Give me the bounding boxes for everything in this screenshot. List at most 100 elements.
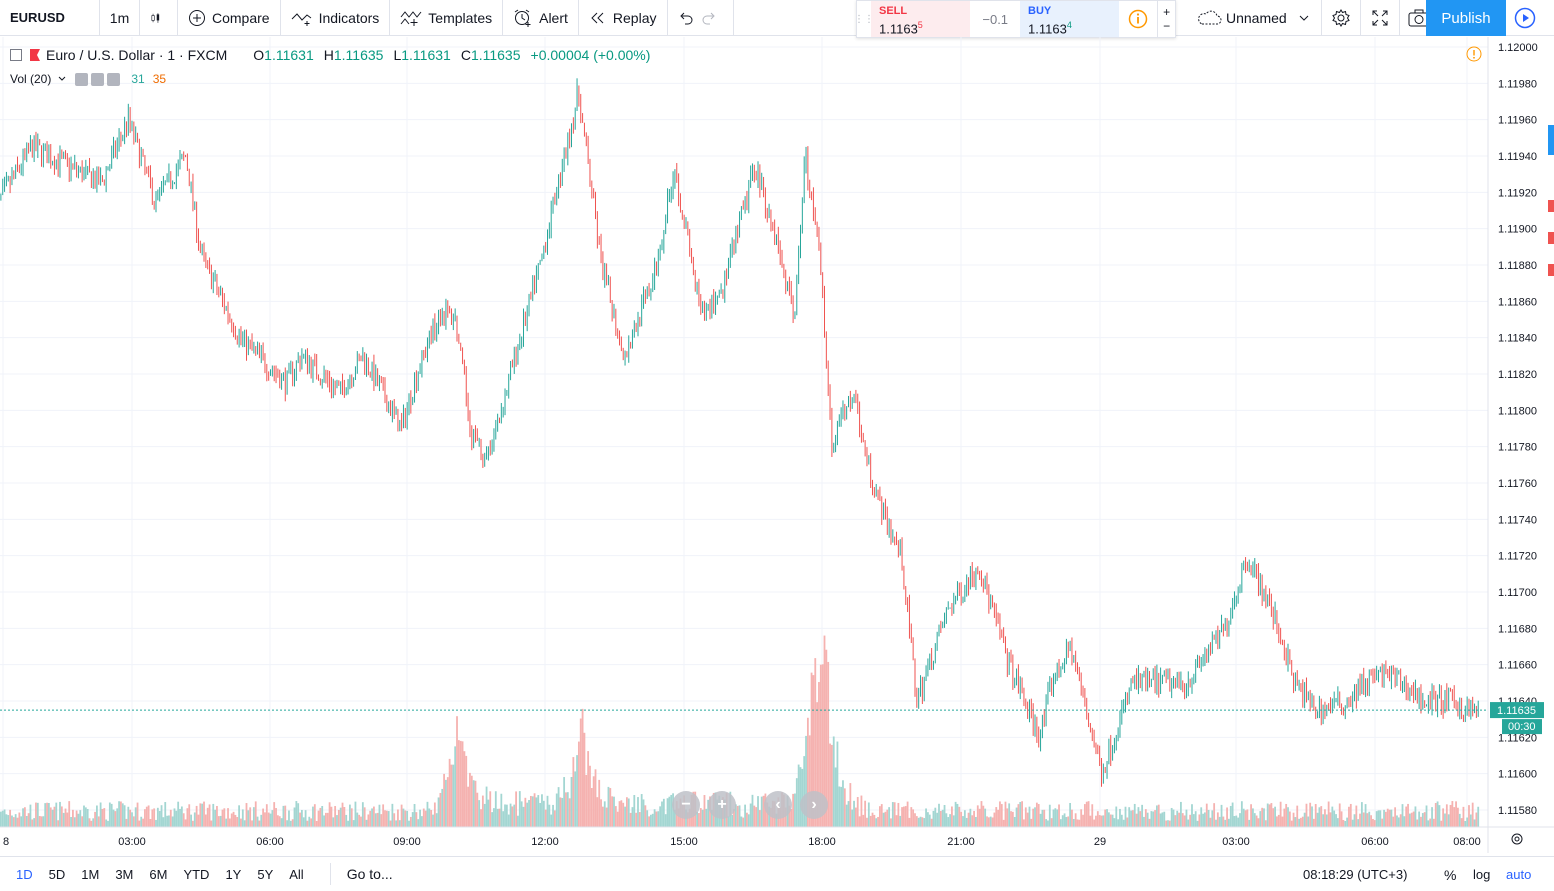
timezone-clock[interactable]: 08:18:29 (UTC+3) (1303, 867, 1408, 882)
indicators-label: Indicators (318, 9, 380, 26)
axis-settings-gear-icon[interactable] (1511, 833, 1523, 845)
volume-bar (208, 804, 211, 827)
symbol-search-button[interactable]: EURUSD (0, 0, 100, 36)
volume-bar (1420, 816, 1422, 827)
series-title[interactable]: Euro / U.S. Dollar · 1 · FXCM (46, 47, 228, 63)
volume-bar (225, 818, 228, 827)
volume-bar (1115, 806, 1118, 827)
volume-bar (502, 811, 505, 827)
range-button-1d[interactable]: 1D (16, 866, 33, 882)
play-button[interactable] (1506, 0, 1544, 36)
log-scale-toggle[interactable]: log (1473, 867, 1491, 882)
volume-bar (1384, 811, 1387, 827)
layout-menu-button[interactable]: Unnamed (1176, 0, 1322, 36)
volume-bar (989, 816, 992, 827)
sell-button[interactable]: SELL 1.11635 (871, 1, 971, 37)
chevron-down-icon[interactable] (57, 74, 67, 84)
range-button-3m[interactable]: 3M (115, 866, 134, 882)
publish-button[interactable]: Publish (1426, 0, 1506, 36)
flag-icon[interactable] (30, 49, 40, 61)
alert-button[interactable]: Alert (503, 0, 579, 36)
quantity-stepper[interactable]: + − (1157, 1, 1175, 37)
percent-scale-toggle[interactable]: % (1444, 866, 1457, 883)
chart-pane[interactable]: 1.12000 1.11980 1.11960 1.11940 1.11920 1.119… (0, 37, 1554, 853)
volume-bar (596, 797, 599, 827)
close-icon[interactable] (107, 72, 121, 86)
volume-bar (127, 806, 130, 827)
volume-bar (808, 735, 811, 827)
right-toolbar: Unnamed (1176, 0, 1439, 36)
volume-bar (893, 802, 896, 827)
volume-bar (1416, 819, 1419, 827)
volume-bar (459, 740, 462, 827)
info-warning-icon (1129, 9, 1148, 29)
chart-type-button[interactable] (140, 0, 178, 36)
drag-handle-icon[interactable]: ⋮⋮ (854, 13, 874, 25)
volume-bar (38, 816, 41, 827)
templates-button[interactable]: Templates (390, 0, 504, 36)
replay-button[interactable]: Replay (579, 0, 668, 36)
volume-bar (169, 809, 172, 827)
volume-bar (526, 802, 529, 827)
range-button-5d[interactable]: 5D (48, 866, 66, 882)
volume-bar (991, 817, 994, 827)
interval-button[interactable]: 1m (100, 0, 140, 36)
auto-scale-toggle[interactable]: auto (1506, 867, 1532, 882)
volume-bar (1276, 816, 1278, 827)
range-button-ytd[interactable]: YTD (183, 866, 210, 882)
zoom-out-button[interactable]: − (672, 791, 700, 819)
volume-indicator-label[interactable]: Vol (20) (10, 72, 52, 86)
data-warning-icon[interactable] (1466, 46, 1482, 62)
volume-bar (25, 815, 28, 827)
chart-navigation: − + ‹ › (672, 791, 828, 819)
side-markers (1548, 125, 1554, 276)
range-button-1m[interactable]: 1M (81, 866, 100, 882)
volume-bar (247, 810, 250, 827)
compare-button[interactable]: Compare (178, 0, 281, 36)
undo-icon[interactable] (678, 10, 694, 26)
scroll-left-button[interactable]: ‹ (764, 791, 792, 819)
settings-button[interactable] (1322, 0, 1361, 36)
volume-bar (1349, 803, 1352, 827)
volume-bar (858, 816, 861, 827)
quantity-minus-button[interactable]: − (1163, 19, 1171, 33)
volume-bar (48, 802, 50, 827)
volume-bar (62, 812, 65, 827)
range-button-1y[interactable]: 1Y (225, 866, 242, 882)
volume-bar (101, 808, 104, 827)
eye-icon[interactable] (75, 72, 89, 86)
range-button-5y[interactable]: 5Y (257, 866, 274, 882)
volume-bar (1466, 817, 1469, 827)
trade-info-button[interactable] (1119, 1, 1157, 37)
quantity-plus-button[interactable]: + (1163, 5, 1171, 19)
volume-bar (300, 809, 303, 827)
price-chart[interactable]: 1.12000 1.11980 1.11960 1.11940 1.11920 1.119… (0, 37, 1554, 853)
volume-bar (1117, 819, 1120, 827)
indicators-button[interactable]: Indicators (281, 0, 391, 36)
volume-bar (1445, 804, 1448, 827)
range-button-all[interactable]: All (289, 866, 304, 882)
price-tick-label: 1.11880 (1498, 260, 1537, 272)
volume-bar (269, 813, 272, 827)
legend-collapse-icon[interactable] (10, 49, 22, 61)
buy-button[interactable]: BUY 1.11634 (1020, 1, 1120, 37)
volume-bar (354, 801, 357, 827)
volume-bar (193, 812, 196, 827)
gear-icon[interactable] (91, 72, 105, 86)
volume-bar (99, 802, 102, 827)
volume-bar (609, 788, 612, 827)
scroll-right-button[interactable]: › (800, 791, 828, 819)
volume-bar (432, 814, 434, 827)
zoom-in-button[interactable]: + (708, 791, 736, 819)
goto-date-button[interactable]: Go to... (329, 863, 393, 885)
range-button-6m[interactable]: 6M (149, 866, 168, 882)
fullscreen-toggle-button[interactable] (1361, 0, 1400, 36)
volume-bar (1128, 807, 1131, 827)
volume-bar (1013, 816, 1016, 827)
volume-bar (912, 809, 915, 827)
buy-sell-panel: ⋮⋮ SELL 1.11635 −0.1 BUY 1.11634 + − (854, 0, 1176, 38)
volume-bar (302, 817, 305, 827)
volume-bar (251, 820, 253, 827)
volume-bar (1076, 819, 1079, 827)
redo-icon[interactable] (701, 10, 717, 26)
